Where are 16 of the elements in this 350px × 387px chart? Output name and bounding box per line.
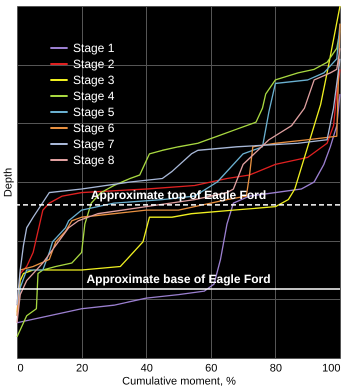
legend-label: Stage 2: [73, 57, 115, 71]
x-tick-label: 0: [18, 362, 24, 374]
legend-label: Stage 7: [73, 137, 115, 151]
legend-label: Stage 3: [73, 73, 115, 87]
legend-label: Stage 8: [73, 153, 115, 167]
x-tick-label: 60: [205, 362, 218, 374]
legend-label: Stage 5: [73, 105, 115, 119]
x-tick-label: 100: [322, 362, 340, 374]
legend-label: Stage 1: [73, 41, 115, 55]
x-axis-title: Cumulative moment, %: [122, 376, 236, 387]
y-axis-title: Depth: [2, 168, 14, 198]
x-tick-label: 40: [140, 362, 153, 374]
x-tick-label: 80: [270, 362, 282, 374]
legend-label: Stage 4: [73, 89, 115, 103]
legend-label: Stage 6: [73, 121, 115, 135]
x-tick-label: 20: [76, 362, 88, 374]
